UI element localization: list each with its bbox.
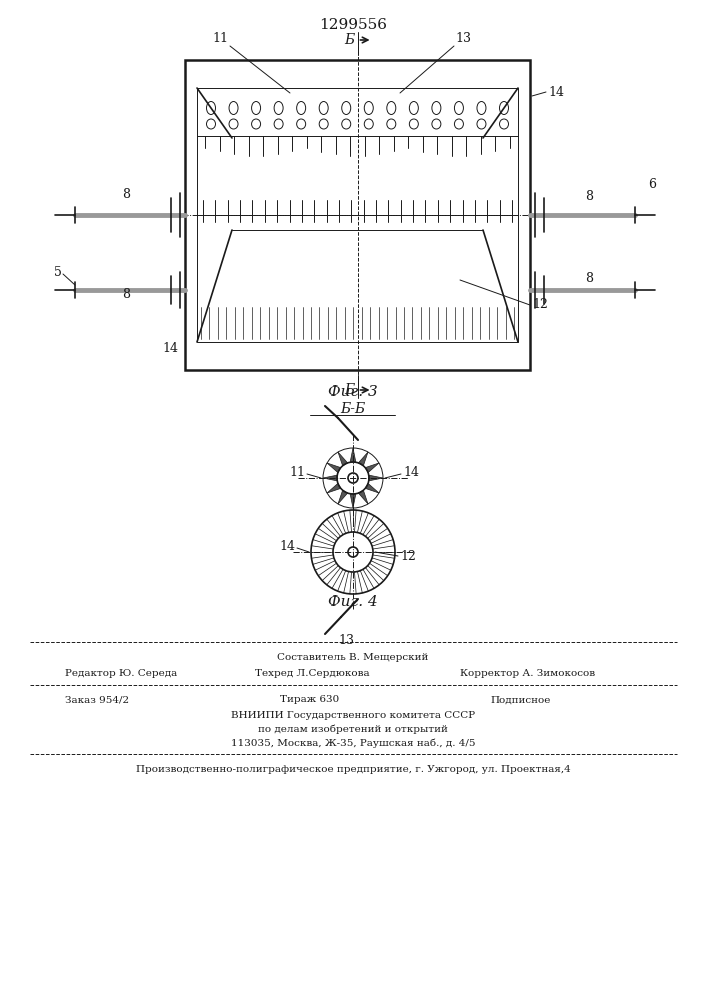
Text: 5: 5 [54, 265, 62, 278]
Text: Подписное: Подписное [490, 696, 550, 704]
Polygon shape [327, 483, 341, 493]
Text: ВНИИПИ Государственного комитета СССР: ВНИИПИ Государственного комитета СССР [231, 710, 475, 720]
Text: 14: 14 [403, 466, 419, 480]
Text: Б: Б [344, 33, 354, 47]
Text: 8: 8 [585, 271, 593, 284]
Text: 13: 13 [455, 32, 471, 45]
Polygon shape [350, 494, 356, 508]
Text: 14: 14 [162, 342, 178, 355]
Text: Б-Б: Б-Б [340, 402, 366, 416]
Text: Тираж 630: Тираж 630 [281, 696, 339, 704]
Text: по делам изобретений и открытий: по делам изобретений и открытий [258, 724, 448, 734]
Polygon shape [366, 483, 379, 493]
Polygon shape [358, 452, 368, 466]
Polygon shape [327, 463, 341, 473]
Polygon shape [369, 475, 383, 481]
Text: Фиг. 4: Фиг. 4 [328, 595, 378, 609]
Text: 14: 14 [279, 540, 295, 554]
Polygon shape [323, 475, 337, 481]
Text: 12: 12 [532, 298, 548, 312]
Text: Б: Б [344, 383, 354, 397]
Text: 11: 11 [289, 466, 305, 480]
Text: Фиг. 3: Фиг. 3 [328, 385, 378, 399]
Text: Техред Л.Сердюкова: Техред Л.Сердюкова [255, 670, 370, 678]
Text: Корректор А. Зимокосов: Корректор А. Зимокосов [460, 670, 595, 678]
Text: Редактор Ю. Середа: Редактор Ю. Середа [65, 670, 177, 678]
Polygon shape [358, 490, 368, 504]
Polygon shape [366, 463, 379, 473]
Text: 8: 8 [585, 190, 593, 204]
Polygon shape [350, 448, 356, 462]
Text: 11: 11 [212, 32, 228, 45]
Text: Производственно-полиграфическое предприятие, г. Ужгород, ул. Проектная,4: Производственно-полиграфическое предприя… [136, 764, 571, 774]
Text: Составитель В. Мещерский: Составитель В. Мещерский [277, 654, 428, 662]
Text: 13: 13 [338, 634, 354, 647]
Text: 1299556: 1299556 [319, 18, 387, 32]
Text: 12: 12 [400, 550, 416, 564]
Text: 14: 14 [548, 86, 564, 99]
Text: 113035, Москва, Ж-35, Раушская наб., д. 4/5: 113035, Москва, Ж-35, Раушская наб., д. … [230, 738, 475, 748]
Text: 6: 6 [648, 178, 656, 192]
Text: 8: 8 [122, 188, 130, 202]
Polygon shape [338, 452, 348, 466]
Text: Заказ 954/2: Заказ 954/2 [65, 696, 129, 704]
Text: 8: 8 [122, 288, 130, 302]
Polygon shape [338, 490, 348, 504]
